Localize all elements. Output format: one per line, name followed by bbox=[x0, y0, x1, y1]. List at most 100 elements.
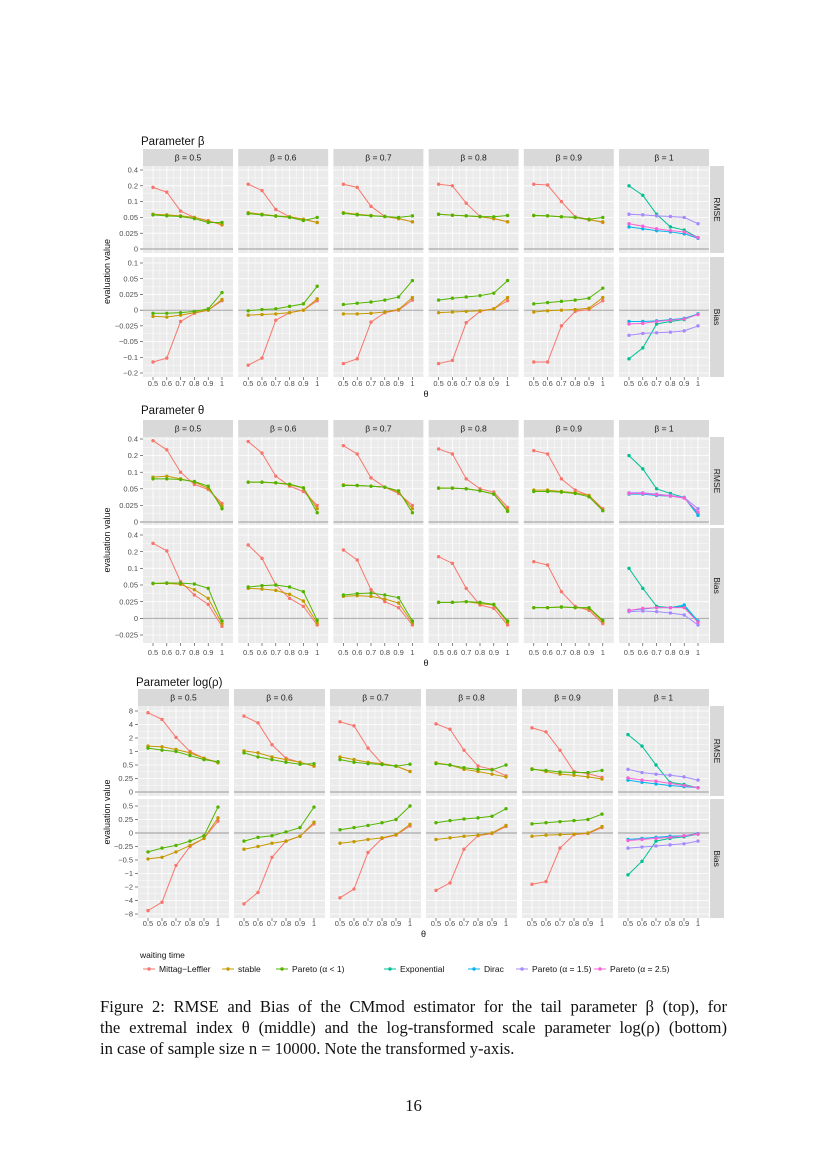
x-tick-label: 0.9 bbox=[393, 648, 403, 657]
panel-background bbox=[333, 437, 424, 525]
data-point-p15 bbox=[626, 767, 630, 772]
series-line-st bbox=[533, 297, 604, 313]
facet-label: β = 0.6 bbox=[270, 424, 297, 434]
data-point-p15 bbox=[696, 839, 700, 843]
data-point-pl bbox=[380, 821, 384, 825]
data-point-p15 bbox=[627, 333, 631, 337]
legend-label: stable bbox=[238, 964, 261, 974]
data-point-p25 bbox=[654, 227, 659, 231]
series-line-di bbox=[629, 313, 699, 322]
data-point-p25 bbox=[641, 606, 645, 611]
data-point-pl bbox=[436, 600, 441, 605]
data-point-pl bbox=[410, 214, 415, 218]
data-point-pl bbox=[410, 278, 415, 283]
data-point-p15 bbox=[668, 330, 673, 334]
data-point-pl bbox=[220, 507, 224, 511]
data-point-ml bbox=[436, 182, 441, 186]
panel-background bbox=[523, 528, 614, 643]
data-point-pl bbox=[315, 618, 319, 623]
data-point-pl bbox=[287, 482, 292, 486]
series-line-p15 bbox=[628, 610, 699, 626]
facet-panel bbox=[619, 257, 709, 377]
series-line-st bbox=[339, 756, 411, 772]
series-line-pl bbox=[435, 763, 507, 771]
x-tick-label: 0.7 bbox=[175, 648, 185, 657]
data-point-p15 bbox=[654, 844, 658, 848]
data-point-ml bbox=[220, 624, 224, 629]
facet-panel bbox=[143, 437, 233, 525]
data-point-pl bbox=[450, 213, 455, 217]
data-point-ml bbox=[396, 605, 401, 610]
x-tick-label: 0.9 bbox=[298, 648, 308, 657]
series-line-st bbox=[152, 299, 223, 318]
data-point-ml bbox=[369, 587, 373, 592]
data-point-pl bbox=[559, 299, 564, 304]
data-point-pl bbox=[274, 583, 278, 587]
series-line-pl bbox=[438, 280, 508, 301]
x-tick-label: 0.5 bbox=[624, 379, 634, 388]
data-point-pl bbox=[559, 490, 564, 494]
data-point-ml bbox=[341, 361, 346, 366]
y-tick-label: 8 bbox=[129, 707, 133, 716]
series-line-ml bbox=[438, 556, 508, 626]
x-tick-label: 1 bbox=[220, 379, 224, 388]
data-point-st bbox=[369, 311, 373, 315]
y-tick-label: 0.4 bbox=[128, 435, 138, 444]
data-point-pl bbox=[448, 763, 452, 767]
facet-panel bbox=[619, 528, 709, 643]
data-point-ml bbox=[174, 863, 178, 868]
data-point-st bbox=[338, 755, 342, 759]
facet-label: β = 1 bbox=[654, 424, 674, 434]
data-point-st bbox=[476, 833, 480, 837]
x-tick-label: 0.8 bbox=[380, 648, 390, 657]
data-point-pl bbox=[206, 484, 210, 488]
data-point-pl bbox=[573, 491, 577, 496]
data-point-ex bbox=[627, 184, 631, 188]
row-label: Bias bbox=[712, 850, 722, 867]
y-tick-label: 0.025 bbox=[119, 229, 138, 238]
y-tick-label: −0.05 bbox=[119, 337, 138, 346]
facet-panel bbox=[234, 706, 325, 796]
x-tick-label: 0.7 bbox=[461, 379, 471, 388]
data-point-p25 bbox=[668, 494, 673, 498]
x-tick-label: 0.7 bbox=[461, 648, 471, 657]
x-tick-label: 0.5 bbox=[335, 919, 345, 928]
data-point-ml bbox=[242, 714, 246, 718]
series-line-ml bbox=[533, 300, 604, 363]
data-point-pl bbox=[532, 489, 536, 494]
data-point-st bbox=[545, 309, 550, 313]
legend-key-point bbox=[598, 967, 602, 971]
series-line-st bbox=[339, 823, 411, 844]
data-point-di bbox=[627, 319, 631, 324]
y-axis-label: evaluation value bbox=[102, 779, 112, 844]
series-line-ex bbox=[628, 568, 699, 623]
x-tick-label: 0.6 bbox=[162, 379, 172, 388]
data-point-ml bbox=[464, 321, 468, 325]
x-tick-label: 1 bbox=[312, 919, 316, 928]
data-point-pl bbox=[301, 589, 306, 594]
facet-strip bbox=[138, 689, 229, 706]
data-point-p15 bbox=[668, 611, 673, 615]
data-point-st bbox=[601, 220, 605, 224]
data-point-st bbox=[587, 306, 591, 310]
y-tick-label: −0.025 bbox=[115, 321, 138, 330]
data-point-st bbox=[530, 834, 534, 838]
facet-label: β = 0.5 bbox=[170, 693, 197, 703]
series-line-ml bbox=[531, 727, 603, 778]
data-point-pl bbox=[436, 298, 441, 302]
data-point-ml bbox=[192, 593, 197, 597]
data-point-st bbox=[396, 601, 401, 605]
facet-label: β = 0.9 bbox=[554, 693, 581, 703]
data-point-pl bbox=[188, 753, 192, 758]
data-point-st bbox=[188, 751, 192, 755]
data-point-pl bbox=[462, 766, 466, 770]
series-line-pl bbox=[147, 747, 219, 763]
y-tick-label: 0.5 bbox=[123, 802, 133, 811]
data-point-p15 bbox=[668, 843, 672, 847]
facet-panel bbox=[523, 166, 614, 253]
facet-panel bbox=[428, 437, 519, 525]
data-point-di bbox=[682, 603, 686, 607]
facet-panel bbox=[238, 257, 329, 377]
data-point-p15 bbox=[682, 613, 686, 617]
x-tick-label: 0.7 bbox=[366, 648, 376, 657]
